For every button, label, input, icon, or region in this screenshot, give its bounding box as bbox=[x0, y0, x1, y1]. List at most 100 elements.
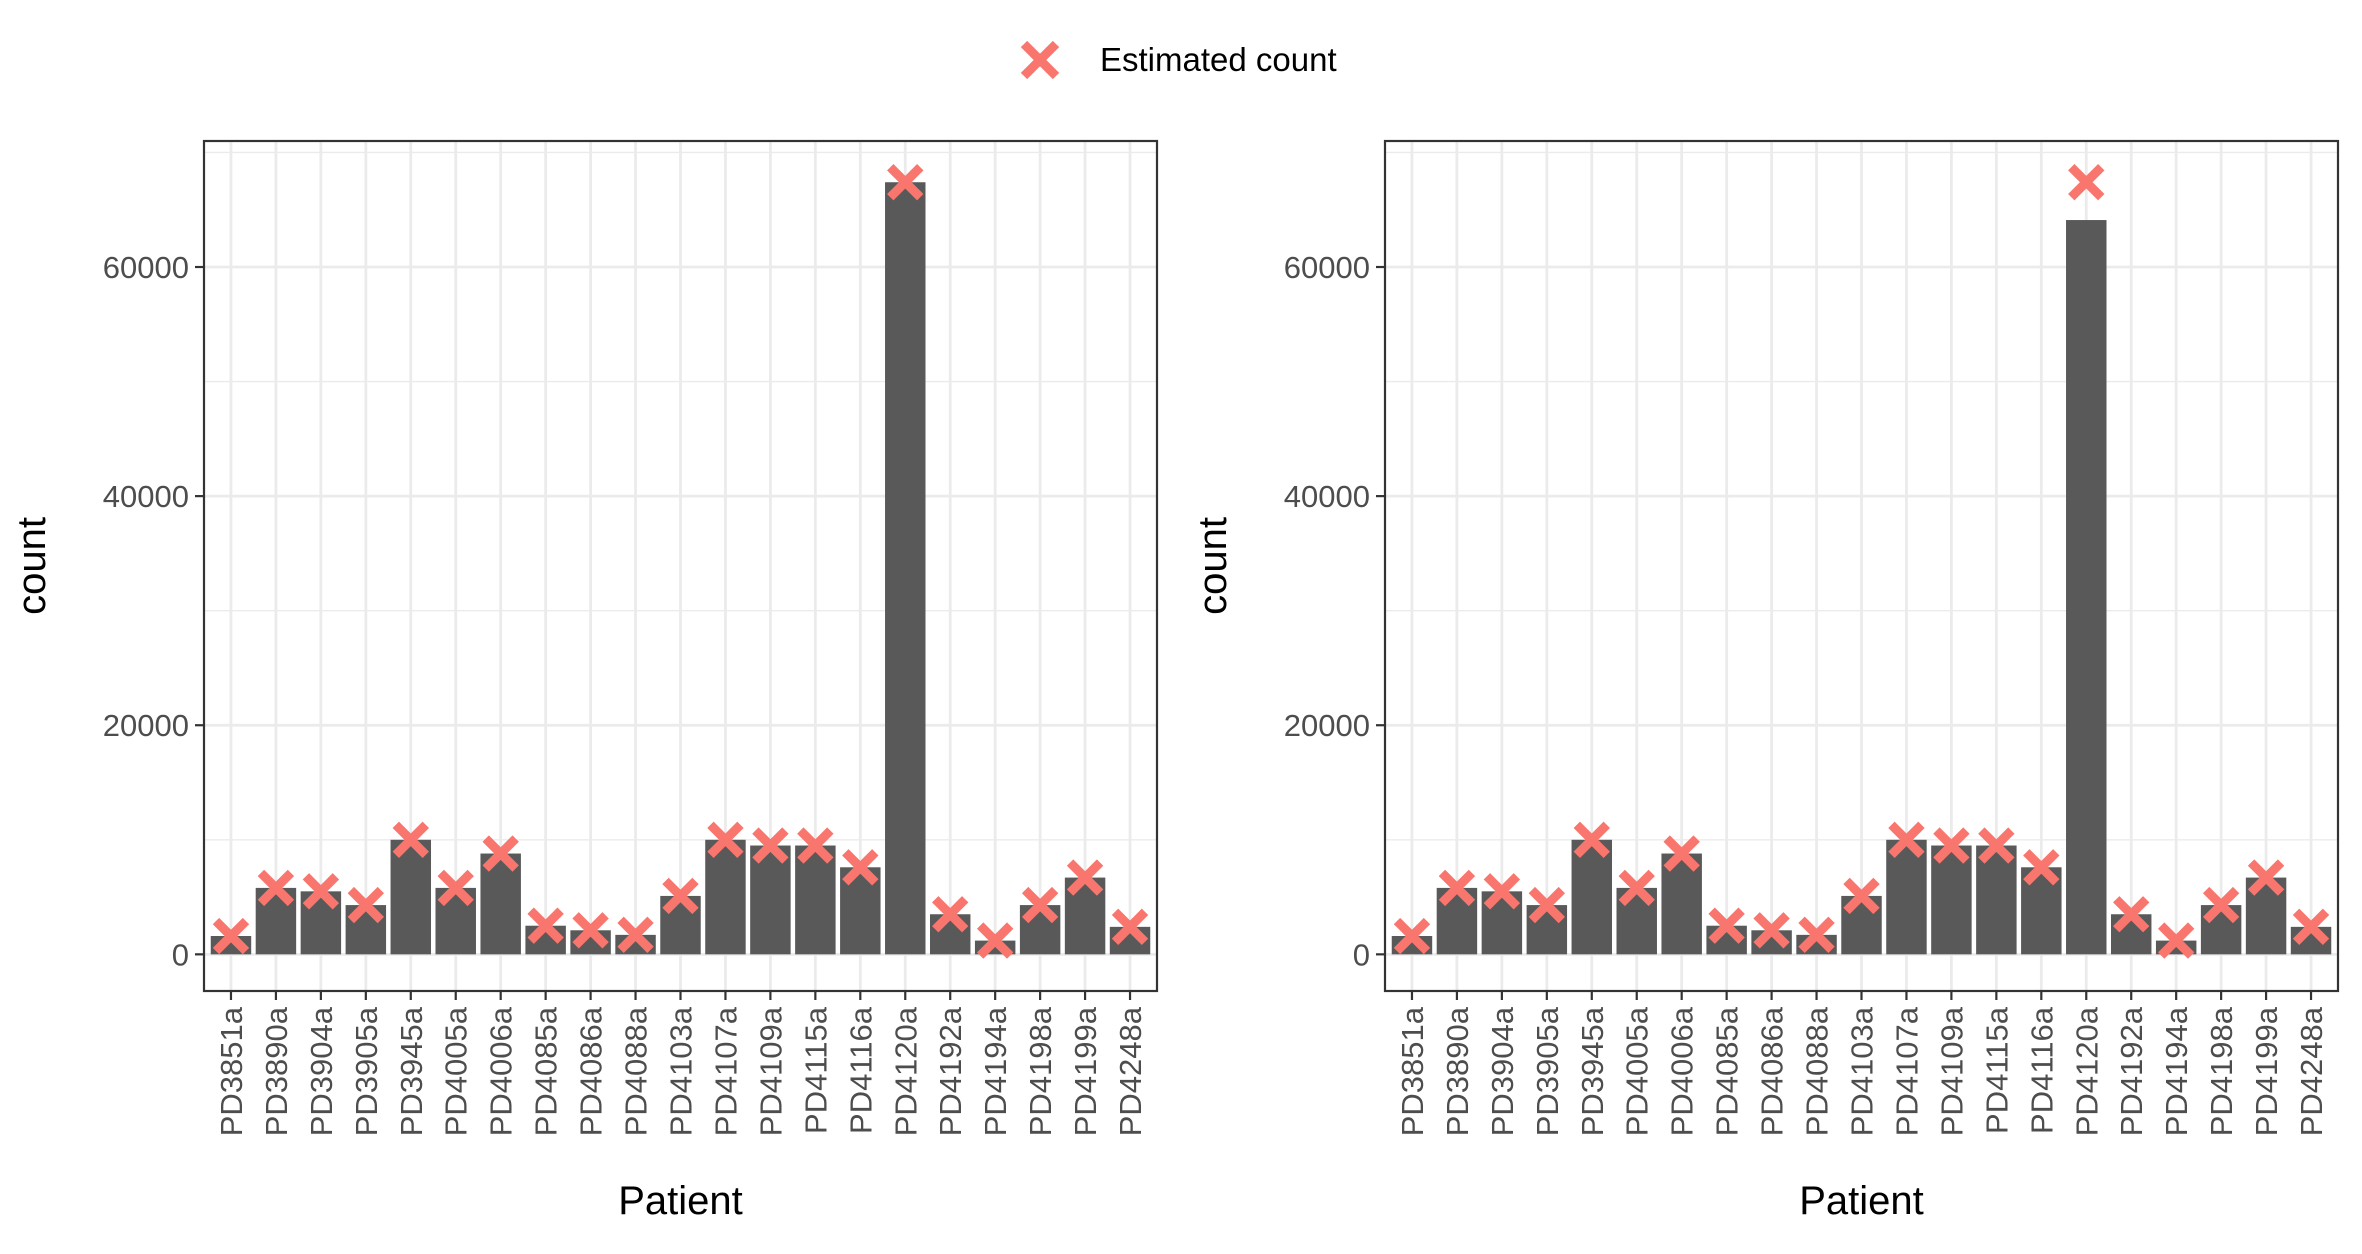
estimated-count-marker-PD4107a bbox=[707, 821, 744, 858]
estimated-count-marker-PD4115a bbox=[1978, 827, 2015, 864]
x-tick-label: PD3945a bbox=[394, 1006, 429, 1136]
x-tick-label: PD4085a bbox=[1710, 1006, 1745, 1136]
estimated-count-marker-PD3905a bbox=[347, 886, 385, 924]
x-tick-label: PD4103a bbox=[664, 1006, 699, 1136]
x-tick-label: PD4086a bbox=[1755, 1006, 1790, 1136]
estimated-count-marker-PD4109a bbox=[1933, 827, 1970, 864]
x-tick-label: PD4109a bbox=[1934, 1006, 1969, 1136]
chart-panel-right: 0 20000 40000 60000 PD3851a PD3890a PD3904a PD3… bbox=[1191, 139, 2340, 1223]
bar-PD4107a bbox=[705, 839, 746, 955]
x-tick-label: PD3904a bbox=[1485, 1006, 1520, 1136]
estimated-count-marker-PD4085a bbox=[527, 907, 564, 944]
bar-PD4107a bbox=[1886, 839, 1927, 955]
bar-PD4115a bbox=[1976, 845, 2017, 955]
estimated-count-marker-PD4086a bbox=[572, 912, 609, 949]
x-tick-label: PD4005a bbox=[1620, 1006, 1655, 1136]
x-tick-label: PD4115a bbox=[1979, 1006, 2014, 1134]
estimated-count-marker-PD3945a bbox=[1573, 821, 1610, 858]
estimated-count-marker-PD4005a bbox=[1618, 869, 1655, 907]
estimated-count-marker-PD4103a bbox=[1843, 877, 1880, 915]
estimated-count-marker-PD4085a bbox=[1708, 907, 1745, 944]
estimated-count-marker-PD4006a bbox=[482, 835, 519, 872]
estimated-count-marker-PD3904a bbox=[302, 873, 340, 910]
y-tick-label: 0 bbox=[1353, 937, 1370, 972]
x-tick-label: PD4194a bbox=[978, 1006, 1013, 1136]
x-tick-label: PD3904a bbox=[304, 1006, 339, 1136]
y-tick-label: 40000 bbox=[103, 479, 189, 514]
estimated-count-marker-PD4116a bbox=[842, 849, 879, 886]
x-tick-label: PD4192a bbox=[933, 1006, 968, 1136]
bar-PD4006a bbox=[480, 853, 521, 955]
x-tick-label: PD4115a bbox=[798, 1006, 833, 1134]
y-tick-label: 60000 bbox=[1284, 250, 1370, 285]
y-tick-label: 40000 bbox=[1284, 479, 1370, 514]
estimated-count-marker-PD4103a bbox=[662, 877, 699, 915]
y-tick-label: 20000 bbox=[103, 708, 189, 743]
x-tick-label: PD4006a bbox=[1665, 1006, 1700, 1136]
estimated-count-marker-PD4192a bbox=[2113, 896, 2150, 933]
y-tick-label: 0 bbox=[172, 937, 189, 972]
chart-panel-left: 0 20000 40000 60000 PD3851a PD3890a PD3904a PD3… bbox=[10, 139, 1159, 1223]
x-tick-label: PD4199a bbox=[2249, 1006, 2284, 1136]
x-tick-label: PD4194a bbox=[2159, 1006, 2194, 1136]
x-axis-title: Patient bbox=[618, 1179, 743, 1223]
estimated-count-marker-PD4006a bbox=[1663, 835, 1700, 872]
x-tick-label: PD4198a bbox=[2204, 1006, 2239, 1136]
estimated-count-marker-PD4192a bbox=[932, 896, 969, 933]
estimated-count-marker-PD4198a bbox=[2202, 886, 2240, 924]
estimated-count-marker-PD3851a bbox=[1393, 917, 1431, 955]
x-tick-label: PD4120a bbox=[2069, 1006, 2104, 1136]
bar-PD4120a bbox=[885, 182, 926, 955]
estimated-count-marker-PD4088a bbox=[1798, 916, 1835, 954]
estimated-count-marker-PD4248a bbox=[2292, 908, 2330, 946]
bar-PD4109a bbox=[750, 845, 791, 955]
y-tick-label: 60000 bbox=[103, 250, 189, 285]
x-tick-label: PD3890a bbox=[1440, 1006, 1475, 1136]
x-tick-label: PD4085a bbox=[529, 1006, 564, 1136]
estimated-count-marker-PD3905a bbox=[1528, 886, 1566, 924]
estimated-count-marker-PD3890a bbox=[257, 869, 295, 907]
estimated-count-marker-PD4120a bbox=[2068, 164, 2105, 201]
estimated-count-marker-PD3890a bbox=[1438, 869, 1476, 907]
legend: Estimated count bbox=[1020, 40, 1337, 80]
bar-PD3945a bbox=[390, 839, 432, 955]
legend-label: Estimated count bbox=[1100, 41, 1337, 78]
x-tick-label: PD4086a bbox=[574, 1006, 609, 1136]
estimated-count-marker-PD4086a bbox=[1753, 912, 1790, 949]
bar-PD4120a bbox=[2066, 220, 2107, 955]
x-tick-label: PD4116a bbox=[843, 1006, 878, 1134]
estimated-count-marker-PD4199a bbox=[2247, 859, 2285, 896]
x-tick-label: PD4116a bbox=[2024, 1006, 2059, 1134]
estimated-count-marker-PD4109a bbox=[752, 827, 789, 864]
estimated-count-marker-PD4116a bbox=[2023, 849, 2060, 886]
x-tick-label: PD3905a bbox=[349, 1006, 384, 1136]
x-tick-label: PD4198a bbox=[1023, 1006, 1058, 1136]
x-tick-label: PD3851a bbox=[1395, 1006, 1430, 1136]
x-tick-label: PD4107a bbox=[1889, 1006, 1924, 1136]
estimated-count-marker-PD4120a bbox=[887, 164, 924, 201]
estimated-count-marker-PD4088a bbox=[617, 916, 654, 954]
legend-cross-icon bbox=[1020, 40, 1060, 80]
bar-PD4198a bbox=[2200, 905, 2242, 955]
bar-PD4198a bbox=[1019, 905, 1061, 955]
estimated-count-marker-PD4194a bbox=[2157, 922, 2195, 959]
bar-PD4006a bbox=[1661, 853, 1702, 955]
x-tick-label: PD4199a bbox=[1068, 1006, 1103, 1136]
bar-PD4109a bbox=[1931, 845, 1972, 955]
estimated-count-marker-PD4107a bbox=[1888, 821, 1925, 858]
bar-PD3905a bbox=[345, 905, 387, 955]
bar-PD3945a bbox=[1571, 839, 1613, 955]
estimated-count-marker-PD3851a bbox=[212, 917, 250, 955]
y-axis-title: count bbox=[1191, 517, 1235, 615]
x-tick-label: PD4107a bbox=[708, 1006, 743, 1136]
x-tick-label: PD4109a bbox=[753, 1006, 788, 1136]
estimated-count-marker-PD3945a bbox=[392, 821, 429, 858]
estimated-count-marker-PD4199a bbox=[1066, 859, 1104, 896]
estimated-count-marker-PD4248a bbox=[1111, 908, 1149, 946]
x-tick-label: PD4006a bbox=[484, 1006, 519, 1136]
estimated-count-marker-PD4198a bbox=[1021, 886, 1059, 924]
x-tick-label: PD4192a bbox=[2114, 1006, 2149, 1136]
x-tick-label: PD4248a bbox=[2294, 1006, 2329, 1136]
